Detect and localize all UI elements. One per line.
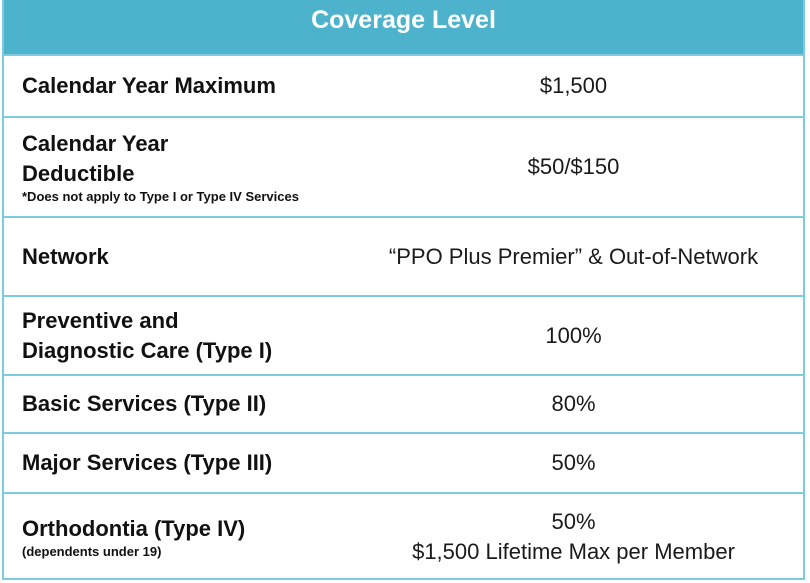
row-value: “PPO Plus Premier” & Out-of-Network bbox=[388, 243, 759, 269]
row-note: (dependents under 19) bbox=[22, 544, 162, 559]
row-label: Network bbox=[22, 243, 109, 269]
row-label-cell: Preventive and Diagnostic Care (Type I) bbox=[4, 297, 344, 374]
row-value: $50/$150 bbox=[527, 154, 620, 179]
row-value-cell: 50% $1,500 Lifetime Max per Member bbox=[344, 494, 803, 580]
row-value: $1,500 bbox=[539, 73, 608, 98]
table-row-calendar-year-deductible: Calendar Year Deductible *Does not apply… bbox=[4, 116, 803, 216]
row-label-line1: Calendar Year bbox=[22, 131, 169, 156]
row-value: 100% bbox=[545, 322, 602, 348]
table-row-calendar-year-maximum: Calendar Year Maximum $1,500 bbox=[4, 54, 803, 116]
row-value-line2: $1,500 Lifetime Max per Member bbox=[412, 539, 735, 564]
table-row-network: Network “PPO Plus Premier” & Out-of-Netw… bbox=[4, 216, 803, 295]
row-value: 50% bbox=[551, 450, 596, 475]
row-value-cell: “PPO Plus Premier” & Out-of-Network bbox=[344, 218, 803, 295]
row-value-cell: $1,500 bbox=[344, 56, 803, 116]
row-label-cell: Network bbox=[4, 218, 344, 295]
row-label: Major Services (Type III) bbox=[22, 450, 273, 475]
row-label-line2: Diagnostic Care (Type I) bbox=[22, 337, 273, 363]
row-label-line1: Preventive and bbox=[22, 307, 179, 333]
table-row-preventive-diagnostic: Preventive and Diagnostic Care (Type I) … bbox=[4, 295, 803, 374]
table-row-major-services: Major Services (Type III) 50% bbox=[4, 432, 803, 492]
row-label-cell: Basic Services (Type II) bbox=[4, 376, 344, 432]
header-title: Coverage Level bbox=[311, 6, 496, 34]
row-value-cell: 80% bbox=[344, 376, 803, 432]
row-label-cell: Calendar Year Maximum bbox=[4, 56, 344, 116]
row-label: Calendar Year Maximum bbox=[22, 73, 276, 98]
row-value-cell: 50% bbox=[344, 434, 803, 492]
row-value: 80% bbox=[551, 391, 596, 416]
row-label-cell: Calendar Year Deductible *Does not apply… bbox=[4, 118, 344, 216]
coverage-level-header: Coverage Level bbox=[4, 0, 803, 54]
row-label-cell: Major Services (Type III) bbox=[4, 434, 344, 492]
row-label: Basic Services (Type II) bbox=[22, 391, 267, 416]
row-note: *Does not apply to Type I or Type IV Ser… bbox=[22, 189, 299, 204]
table-row-basic-services: Basic Services (Type II) 80% bbox=[4, 374, 803, 432]
row-value-cell: 100% bbox=[344, 297, 803, 374]
row-label-cell: Orthodontia (Type IV) (dependents under … bbox=[4, 494, 344, 580]
table-row-orthodontia: Orthodontia (Type IV) (dependents under … bbox=[4, 492, 803, 580]
row-label-line2: Deductible bbox=[22, 161, 135, 186]
row-value-cell: $50/$150 bbox=[344, 118, 803, 216]
row-value-line1: 50% bbox=[551, 509, 596, 534]
row-label: Orthodontia (Type IV) bbox=[22, 516, 246, 541]
